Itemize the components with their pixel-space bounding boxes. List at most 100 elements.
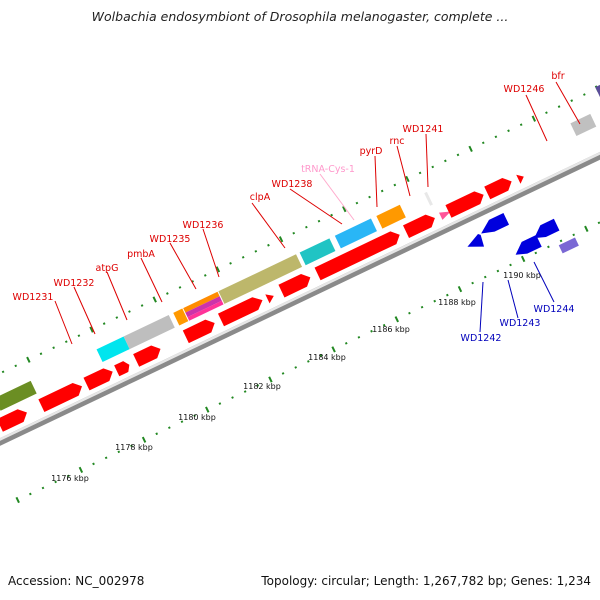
gene-block-wd1243[interactable] xyxy=(558,237,579,254)
scale-tick xyxy=(330,213,333,217)
scale-tick xyxy=(534,251,538,255)
gene-label-atpg[interactable]: atpG xyxy=(96,263,119,274)
reverse-genes xyxy=(464,212,579,258)
scale-tick xyxy=(15,496,20,504)
scale-tick xyxy=(357,335,361,339)
scale-tick xyxy=(66,474,70,478)
gene-arrow[interactable] xyxy=(265,291,276,304)
scale-tick xyxy=(89,326,94,333)
gene-arrow[interactable] xyxy=(182,317,218,344)
gene-block[interactable] xyxy=(187,300,224,321)
gene-label-rnc[interactable]: rnc xyxy=(390,136,405,147)
gene-label-wd1242[interactable]: WD1242 xyxy=(461,333,502,344)
gene-block[interactable] xyxy=(183,291,220,313)
scale-tick xyxy=(471,281,474,285)
forward-genes-row-b xyxy=(0,77,600,411)
gene-arrow[interactable] xyxy=(439,208,452,220)
gene-label-pyrd[interactable]: pyrD xyxy=(360,146,383,157)
gene-arrow[interactable] xyxy=(133,342,163,367)
gene-arrow[interactable] xyxy=(83,365,115,391)
kbp-label: 1190 kbp xyxy=(503,271,541,280)
gene-label-wd1231[interactable]: WD1231 xyxy=(13,292,54,303)
scale-tick xyxy=(155,432,159,436)
gene-block[interactable] xyxy=(123,314,175,350)
scale-tick xyxy=(305,225,308,229)
gene-label-bfr[interactable]: bfr xyxy=(551,71,564,82)
scale-tick xyxy=(166,292,169,295)
scale-tick xyxy=(420,305,424,309)
gene-arrow[interactable] xyxy=(314,228,403,281)
scale-tick xyxy=(368,195,371,199)
scale-tick xyxy=(584,225,589,232)
scale-tick xyxy=(77,334,81,338)
gene-label-wd1232[interactable]: WD1232 xyxy=(54,278,95,289)
gene-block-pyrd[interactable] xyxy=(334,218,377,249)
gene-block-rnc[interactable] xyxy=(376,204,406,229)
gene-arrow-wd1242[interactable] xyxy=(464,233,485,253)
scale-tick xyxy=(382,323,386,327)
scale-tick xyxy=(380,189,384,193)
gene-arrow[interactable] xyxy=(38,380,85,412)
kbp-label: 1182 kbp xyxy=(243,382,281,391)
gene-arrow[interactable] xyxy=(114,359,132,377)
scale-tick xyxy=(570,99,574,102)
gene-block-wd1246[interactable] xyxy=(570,113,597,137)
gene-arrow[interactable] xyxy=(477,212,510,237)
gene-arrow[interactable] xyxy=(403,212,438,239)
gene-label-wd1241[interactable]: WD1241 xyxy=(403,124,444,135)
gene-arrow[interactable] xyxy=(516,172,526,184)
gene-block[interactable] xyxy=(595,77,600,100)
scale-tick xyxy=(29,492,32,496)
scale-tick xyxy=(52,346,55,350)
gene-block[interactable] xyxy=(0,380,37,411)
gene-block[interactable] xyxy=(185,296,222,318)
gene-arrow[interactable] xyxy=(278,271,313,298)
gene-label-wd1243[interactable]: WD1243 xyxy=(500,318,541,329)
accession-text: Accession: NC_002978 xyxy=(8,574,145,588)
label-leaders-reverse xyxy=(479,261,555,333)
scale-tick xyxy=(481,141,485,145)
gene-arrow[interactable] xyxy=(217,294,266,327)
gene-label-wd1246[interactable]: WD1246 xyxy=(504,84,545,95)
gene-label-trna-cys-1[interactable]: tRNA-Cys-1 xyxy=(301,164,355,175)
scale-tick xyxy=(140,304,144,307)
scale-tick xyxy=(267,243,270,247)
gene-block-clpa[interactable] xyxy=(218,254,303,304)
scale-tick xyxy=(370,329,373,333)
gene-block[interactable] xyxy=(173,308,189,326)
gene-label-wd1236[interactable]: WD1236 xyxy=(183,220,224,231)
scale-tick xyxy=(307,360,310,363)
scale-tick xyxy=(547,245,550,249)
map-title: Wolbachia endosymbiont of Drosophila mel… xyxy=(91,9,509,24)
gene-arrow[interactable] xyxy=(530,218,560,242)
genome-summary-text: Topology: circular; Length: 1,267,782 bp… xyxy=(261,574,591,588)
gene-arrow[interactable] xyxy=(484,175,514,200)
scale-tick xyxy=(559,239,563,243)
scale-tick xyxy=(507,129,510,133)
scale-tick xyxy=(431,165,435,169)
scale-tick xyxy=(456,153,460,157)
scale-tick xyxy=(520,255,526,263)
scale-tick xyxy=(26,356,31,363)
gene-arrow[interactable] xyxy=(445,188,486,218)
gene-block[interactable] xyxy=(299,238,336,266)
scale-tick xyxy=(572,233,576,237)
gene-label-wd1235[interactable]: WD1235 xyxy=(150,234,191,245)
gene-label-pmba[interactable]: pmbA xyxy=(127,249,155,260)
scale-tick xyxy=(278,236,284,243)
scale-tick xyxy=(457,285,463,293)
scale-tick xyxy=(281,372,285,375)
gene-label-wd1244[interactable]: WD1244 xyxy=(534,304,575,315)
gene-label-wd1238[interactable]: WD1238 xyxy=(272,179,313,190)
scale-tick xyxy=(1,370,5,374)
kbp-label: 1176 kbp xyxy=(51,474,89,483)
scale-tick xyxy=(243,390,247,393)
scale-tick xyxy=(104,456,108,460)
gene-arrow[interactable] xyxy=(512,235,542,258)
gene-block[interactable] xyxy=(424,191,433,206)
gene-block[interactable] xyxy=(96,336,130,363)
gene-arrow[interactable] xyxy=(0,406,30,432)
scale-tick xyxy=(545,111,548,114)
gene-label-clpa[interactable]: clpA xyxy=(250,192,271,203)
